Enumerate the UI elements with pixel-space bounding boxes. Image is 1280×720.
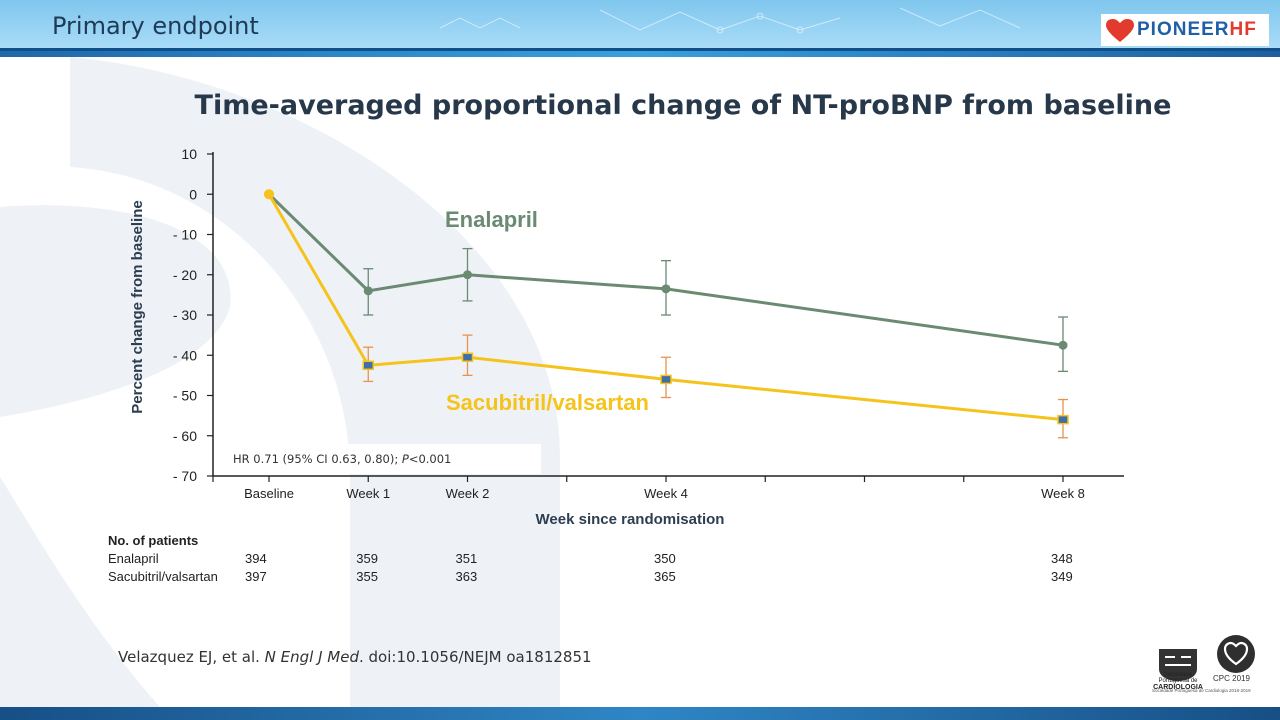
reference-authors: Velazquez EJ, et al. [118, 648, 265, 666]
pioneer-hf-logo: PIONEERHF [1101, 14, 1269, 46]
hr-p-value: <0.001 [408, 452, 452, 466]
patients-row-label: Sacubitril/valsartan [108, 569, 218, 584]
x-tick-label: Baseline [244, 486, 294, 501]
x-tick-label: Week 8 [1041, 486, 1085, 501]
chart-title: Time-averaged proportional change of NT-… [194, 90, 1172, 121]
reference-doi: . doi:10.1056/NEJM oa1812851 [359, 648, 592, 666]
patients-cell: 359 [356, 551, 378, 566]
heart-icon [1106, 19, 1134, 42]
reference-citation: Velazquez EJ, et al. N Engl J Med. doi:1… [118, 648, 592, 666]
y-tick-label: - 60 [173, 428, 197, 444]
x-tick-label: Week 4 [644, 486, 688, 501]
patients-cell: 349 [1051, 569, 1073, 584]
logo-text-pioneer: PIONEER [1137, 19, 1230, 40]
patients-cell: 363 [455, 569, 478, 584]
top-banner: Primary endpoint PIONEERHF [0, 0, 1280, 57]
x-tick-label: Week 2 [446, 486, 490, 501]
background-decoration [0, 57, 560, 707]
hr-p-italic: P [401, 452, 409, 466]
series-label-sacubitril-valsartan: Sacubitril/valsartan [446, 390, 649, 415]
data-point [660, 374, 672, 385]
reference-journal: N Engl J Med [264, 648, 359, 666]
y-tick-label: - 30 [173, 307, 197, 323]
spc-name: Sociedade Portuguesa de [1158, 672, 1198, 684]
cpc-logo-text: CPC 2019 [1213, 674, 1250, 683]
data-point [264, 189, 274, 200]
patients-cell: 365 [654, 569, 676, 584]
patients-cell: 397 [245, 569, 267, 584]
y-tick-label: - 20 [173, 267, 197, 283]
y-tick-label: - 50 [173, 388, 197, 404]
data-point [1057, 414, 1069, 425]
series-label-enalapril: Enalapril [445, 207, 538, 232]
logo-text: PIONEERHF [1137, 19, 1257, 41]
data-point [363, 286, 373, 296]
patients-cell: 351 [455, 551, 478, 566]
y-tick-label: - 10 [173, 227, 197, 243]
data-point [463, 270, 472, 280]
y-tick-label: - 70 [173, 468, 197, 484]
y-axis-title: Percent change from baseline [129, 200, 146, 413]
patients-row-label: Enalapril [108, 551, 159, 566]
patients-cell: 355 [356, 569, 378, 584]
slide-title: Primary endpoint [52, 12, 259, 40]
y-tick-label: 0 [189, 186, 197, 202]
banner-strip [0, 0, 1280, 51]
footer-bar [0, 707, 1280, 720]
spc-main: CARDIOLOGIA [1153, 684, 1203, 691]
x-axis-title: Week since randomisation [536, 511, 725, 528]
spc-logo-text: Sociedade Portuguesa de CARDIOLOGIA [1150, 672, 1206, 691]
data-point [461, 352, 474, 363]
y-tick-label: 10 [181, 146, 197, 162]
hr-text: HR 0.71 (95% CI 0.63, 0.80); [233, 452, 402, 466]
data-point [1058, 340, 1068, 350]
logo-text-hf: HF [1229, 19, 1257, 40]
patients-cell: 394 [245, 551, 267, 566]
molecule-decoration [439, 7, 1021, 34]
spc-logo-icon [1159, 649, 1197, 681]
patients-heading: No. of patients [108, 533, 199, 548]
data-point [661, 284, 671, 294]
patients-cell: 348 [1051, 551, 1073, 566]
y-tick-label: - 40 [173, 347, 197, 363]
hazard-ratio-annotation: HR 0.71 (95% CI 0.63, 0.80); P<0.001 [221, 444, 541, 474]
x-tick-label: Week 1 [346, 486, 390, 501]
cpc-logo-icon [1217, 635, 1255, 673]
footer-note: Sociedade Portuguesa de Cardiologia 2018… [1152, 688, 1251, 693]
data-point [362, 360, 374, 371]
patients-cell: 350 [654, 551, 676, 566]
